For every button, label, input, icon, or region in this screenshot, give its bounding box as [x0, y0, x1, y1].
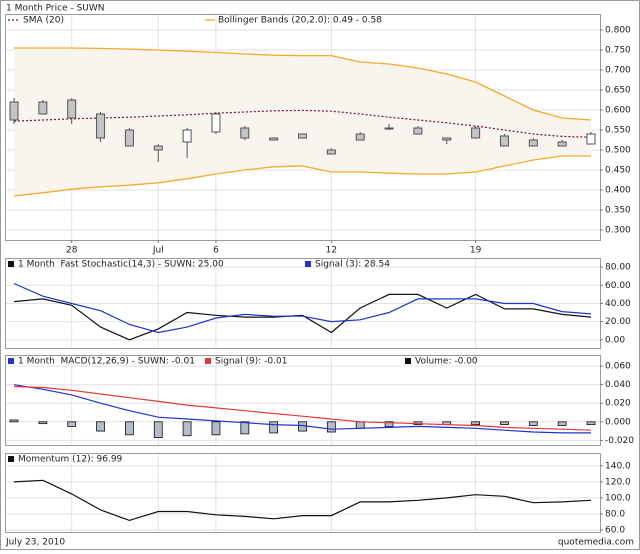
- y-tick-label: 0.060: [605, 362, 631, 372]
- y-tick-label: 0.040: [605, 380, 631, 390]
- candle-body: [384, 127, 394, 130]
- x-tick-label: 19: [470, 246, 482, 256]
- histogram-bar: [38, 421, 48, 425]
- band-lower: [13, 155, 591, 197]
- candle-body: [442, 137, 452, 141]
- legend-label: Volume: -0.00: [415, 357, 478, 367]
- histogram-bar: [153, 421, 163, 438]
- panel-frame: [5, 453, 601, 533]
- sma-line: [13, 109, 592, 138]
- y-tick-label: 0.020: [605, 399, 631, 409]
- candle-body: [211, 113, 221, 133]
- candle-body: [269, 137, 279, 141]
- y-tick-label: 0.300: [605, 226, 631, 236]
- histogram-bar: [211, 421, 221, 436]
- legend-swatch: [8, 261, 14, 267]
- legend-label: SMA (20): [23, 16, 64, 26]
- histogram-bar: [67, 421, 77, 427]
- histogram-bar: [182, 421, 192, 437]
- y-tick-label: 0.750: [605, 46, 631, 56]
- y-tick-label: 0.00: [605, 335, 625, 345]
- candle-body: [528, 139, 538, 147]
- histogram-bar: [125, 421, 134, 436]
- y-tick-label: 80.0: [605, 509, 625, 519]
- histogram-bar: [240, 421, 250, 435]
- candle-body: [96, 113, 106, 139]
- histogram-bar: [96, 421, 105, 432]
- candle-body: [124, 129, 134, 147]
- histogram-bar: [384, 421, 394, 427]
- chart-title: 1 Month Price - SUWN: [6, 4, 105, 14]
- y-tick-label: 0.600: [605, 106, 631, 116]
- histogram-bar: [500, 421, 509, 425]
- band-upper: [14, 47, 592, 121]
- candle-body: [413, 127, 423, 135]
- legend-swatch: [205, 358, 211, 364]
- candle-body: [355, 133, 365, 141]
- candle-body: [499, 135, 509, 147]
- y-tick-label: 0.500: [605, 146, 631, 156]
- series-line: [13, 385, 592, 431]
- y-tick-label: 100.0: [605, 493, 631, 503]
- candle-body: [240, 127, 250, 139]
- y-tick-label: 0.400: [605, 186, 631, 196]
- histogram-bar: [326, 421, 336, 433]
- series-line: [13, 384, 591, 434]
- legend-swatch: [8, 456, 14, 462]
- legend-label: Signal (3): 28.54: [315, 260, 390, 270]
- y-tick-label: 60.0: [605, 525, 625, 535]
- legend-label: Momentum (12): 96.99: [18, 455, 123, 465]
- footer-source: quotemedia.com: [558, 538, 634, 548]
- legend-label: Signal (9): -0.01: [215, 357, 287, 367]
- y-tick-label: 0.450: [605, 166, 631, 176]
- y-tick-label: 120.0: [605, 477, 631, 487]
- legend-label: 1 Month Fast Stochastic(14,3) - SUWN: 25…: [18, 260, 224, 270]
- y-tick-label: 20.00: [605, 317, 631, 327]
- y-tick-label: 60.00: [605, 281, 631, 291]
- x-tick-label: 6: [213, 246, 219, 256]
- candle-body: [471, 127, 481, 139]
- footer-date: July 23, 2010: [5, 538, 65, 548]
- candle-body: [153, 145, 163, 151]
- y-tick-label: 0.800: [605, 26, 631, 36]
- series-line: [13, 282, 592, 334]
- y-tick-label: 40.00: [605, 299, 631, 309]
- candle-body: [9, 101, 19, 121]
- y-tick-label: 0.350: [605, 206, 631, 216]
- legend-swatch: [405, 358, 411, 364]
- legend-label: Bollinger Bands (20,2.0): 0.49 - 0.58: [218, 16, 382, 26]
- candle-body: [182, 129, 192, 143]
- candle-body: [326, 149, 336, 155]
- y-tick-label: 140.0: [605, 461, 631, 471]
- x-tick-label: 28: [66, 246, 78, 256]
- candle-body: [298, 133, 307, 139]
- y-tick-label: 0.700: [605, 66, 631, 76]
- histogram-bar: [586, 421, 596, 425]
- series-line: [13, 479, 592, 522]
- x-tick-label: Jul: [152, 246, 164, 256]
- histogram-bar: [269, 421, 279, 434]
- y-tick-label: 80.00: [605, 263, 631, 273]
- legend-label: 1 Month MACD(12,26,9) - SUWN: -0.01: [18, 357, 195, 367]
- candle-body: [67, 99, 77, 119]
- y-tick-label: 0.650: [605, 86, 631, 96]
- panel-frame: [5, 355, 601, 446]
- histogram-bar: [9, 419, 19, 423]
- histogram-bar: [355, 421, 365, 429]
- y-tick-label: -0.020: [605, 436, 634, 446]
- histogram-bar: [528, 421, 538, 426]
- y-tick-label: 0.000: [605, 417, 631, 427]
- candle-body: [586, 133, 596, 145]
- candle-body: [38, 101, 48, 115]
- histogram-bar: [557, 421, 567, 426]
- candle-body: [557, 141, 567, 147]
- y-tick-label: 0.550: [605, 126, 631, 136]
- series-line: [13, 293, 592, 341]
- legend-swatch: [8, 358, 14, 364]
- legend-swatch: [305, 261, 311, 267]
- histogram-bar: [471, 421, 481, 425]
- x-tick-label: 12: [326, 246, 337, 256]
